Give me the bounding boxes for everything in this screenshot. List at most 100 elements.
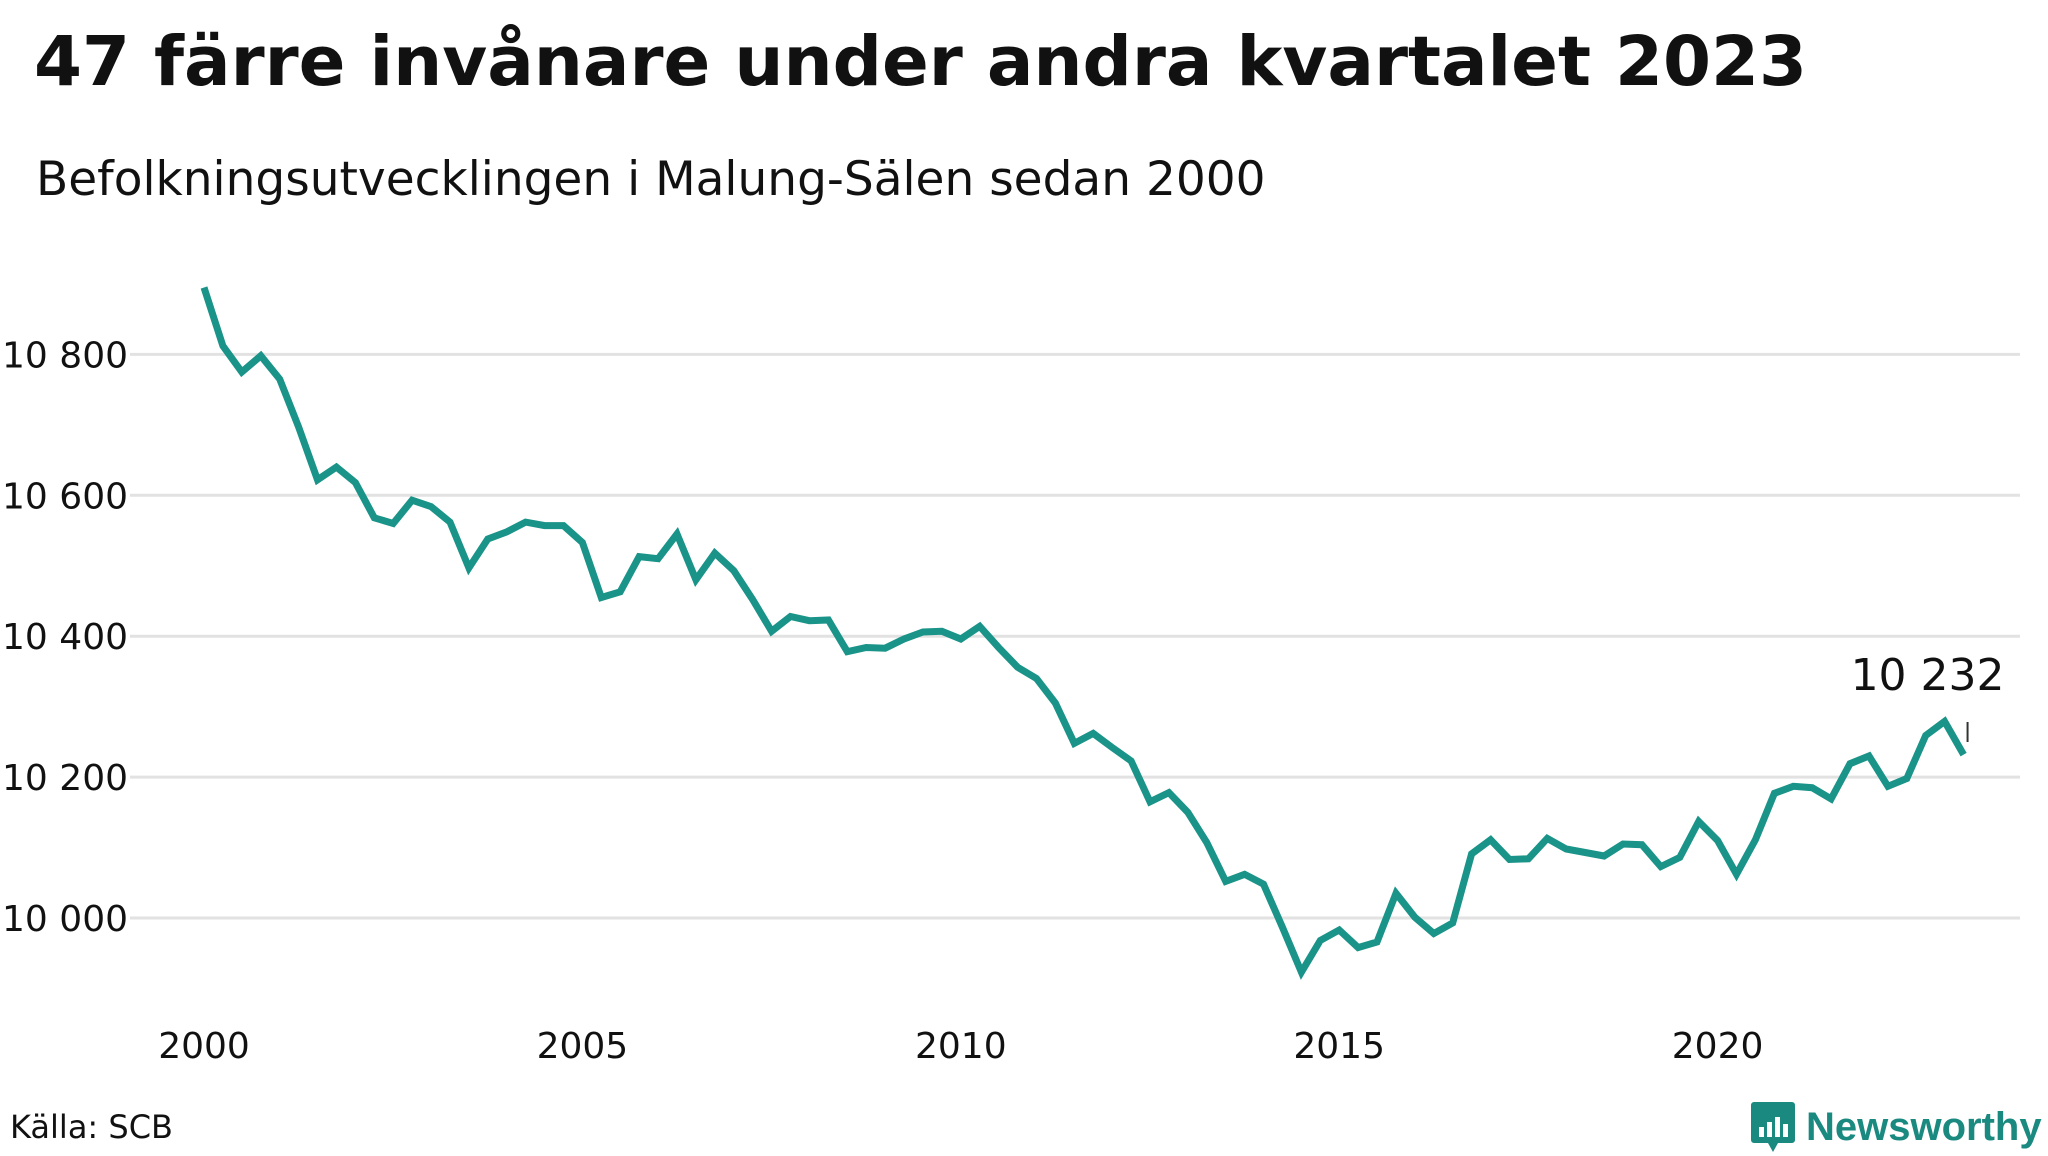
brand-logo: Newsworthy [1750, 1098, 2042, 1156]
data-point [239, 369, 245, 375]
data-point [1431, 931, 1437, 937]
data-point [1147, 799, 1153, 805]
data-point [1355, 945, 1361, 951]
data-point [1866, 753, 1872, 759]
x-tick-label: 2005 [537, 1026, 629, 1067]
data-point [542, 523, 548, 529]
y-tick-label: 10 200 [2, 758, 128, 799]
data-point [806, 618, 812, 624]
data-point [1166, 790, 1172, 796]
data-point [409, 497, 415, 503]
data-point [579, 540, 585, 546]
data-point [277, 376, 283, 382]
data-point [617, 589, 623, 595]
data-point [1620, 841, 1626, 847]
data-point [939, 628, 945, 634]
data-point [769, 628, 775, 634]
data-point [1639, 842, 1645, 848]
data-point [1658, 864, 1664, 870]
data-point [1223, 878, 1229, 884]
data-point [1393, 890, 1399, 896]
data-point [1507, 857, 1513, 863]
data-point [1469, 851, 1475, 857]
data-point [1544, 835, 1550, 841]
data-point [1336, 927, 1342, 933]
bar-chart-bubble-icon [1751, 1102, 1795, 1152]
data-point [1715, 838, 1721, 844]
data-point [1015, 664, 1021, 670]
data-point [1696, 819, 1702, 825]
data-point [1185, 809, 1191, 815]
data-point [1847, 761, 1853, 767]
data-point [1052, 700, 1058, 706]
data-point [296, 424, 302, 430]
data-point [1734, 871, 1740, 877]
data-point [333, 464, 339, 470]
x-tick-label: 2020 [1672, 1026, 1764, 1067]
data-point [220, 343, 226, 349]
data-point [1525, 856, 1531, 862]
data-point [636, 554, 642, 560]
data-point [1242, 871, 1248, 877]
data-point [1601, 853, 1607, 859]
data-point [561, 523, 567, 529]
x-axis-tick-labels: 2000 2005 2010 2015 2020 [158, 1026, 1763, 1067]
data-point [1790, 783, 1796, 789]
data-point [788, 614, 794, 620]
data-point [352, 480, 358, 486]
data-point [1261, 881, 1267, 887]
data-point [1488, 837, 1494, 843]
y-tick-label: 10 600 [2, 476, 128, 517]
data-point [882, 645, 888, 651]
data-point [428, 504, 434, 510]
data-point [1885, 783, 1891, 789]
data-point [315, 477, 321, 483]
data-point [1677, 854, 1683, 860]
data-point [598, 595, 604, 601]
data-point [712, 550, 718, 556]
source-note: Källa: SCB [10, 1108, 173, 1146]
data-point [977, 623, 983, 629]
data-point [1563, 846, 1569, 852]
data-point [731, 568, 737, 574]
y-axis-tick-labels: 10 000 10 200 10 400 10 600 10 800 [2, 335, 128, 940]
y-tick-label: 10 000 [2, 899, 128, 940]
data-point [201, 285, 207, 291]
data-point [1298, 969, 1304, 975]
data-point [1204, 840, 1210, 846]
x-tick-label: 2000 [158, 1026, 250, 1067]
data-point [1109, 745, 1115, 751]
grid-lines [130, 352, 2020, 920]
data-point [901, 636, 907, 642]
x-tick-label: 2015 [1293, 1026, 1385, 1067]
data-point [1374, 939, 1380, 945]
brand-name: Newsworthy [1806, 1104, 2042, 1149]
chart-subtitle: Befolkningsutvecklingen i Malung-Sälen s… [36, 152, 1266, 207]
data-point [1961, 752, 1967, 758]
data-point [1450, 920, 1456, 926]
data-point [1582, 850, 1588, 856]
data-point [390, 521, 396, 527]
data-point [1279, 924, 1285, 930]
data-point [825, 617, 831, 623]
data-point [750, 597, 756, 603]
data-point [958, 636, 964, 642]
annotation-layer: 10 232 [1851, 650, 2005, 742]
series-layer [200, 285, 1967, 980]
data-point [447, 519, 453, 525]
data-point [1904, 776, 1910, 782]
data-point [485, 536, 491, 542]
data-point [655, 556, 661, 562]
data-point [1809, 785, 1815, 791]
data-point [1128, 758, 1134, 764]
data-point [863, 645, 869, 651]
data-point [371, 515, 377, 521]
data-point [1828, 796, 1834, 802]
data-point [1923, 733, 1929, 739]
data-point [466, 565, 472, 571]
y-tick-label: 10 800 [2, 335, 128, 376]
data-point [693, 577, 699, 583]
data-point [1412, 914, 1418, 920]
data-point [1090, 730, 1096, 736]
